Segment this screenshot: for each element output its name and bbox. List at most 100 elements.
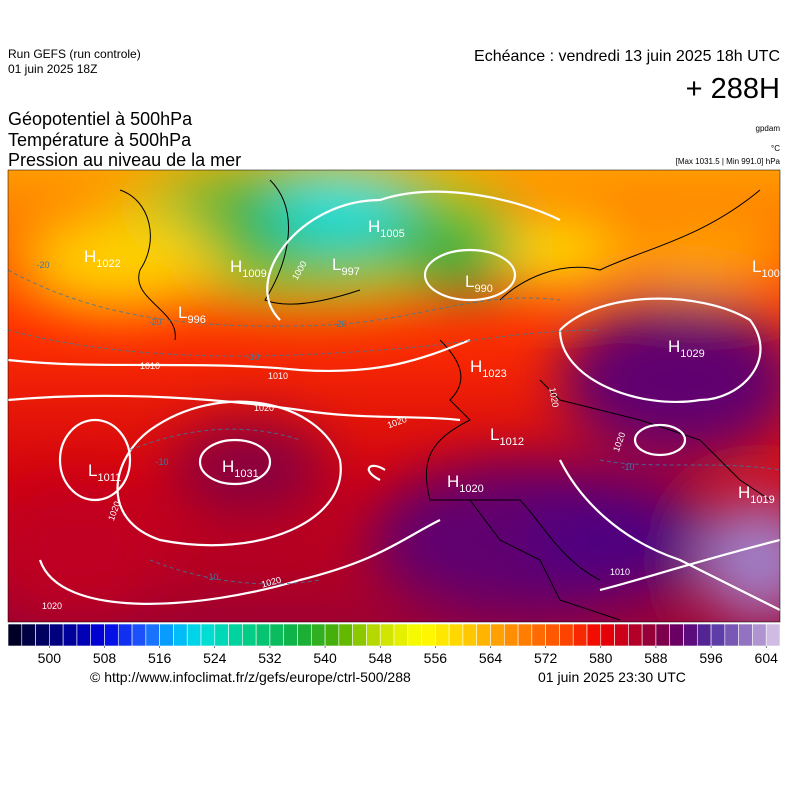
color-swatch — [503, 623, 519, 647]
temperature-label: -10 — [246, 352, 259, 362]
color-swatch — [21, 623, 36, 647]
color-swatch — [724, 623, 739, 647]
color-swatch — [200, 623, 216, 647]
color-swatch — [490, 623, 505, 647]
pressure-center: H1020 — [447, 472, 484, 495]
title-line: Géopotentiel à 500hPa — [8, 109, 193, 129]
color-swatch — [242, 623, 257, 647]
color-swatch — [186, 623, 202, 647]
color-swatch — [269, 623, 285, 647]
color-swatch — [407, 623, 422, 647]
color-swatch — [159, 623, 174, 647]
colorbar-tick-label: 508 — [93, 650, 117, 666]
center-kind: L — [752, 257, 761, 276]
isobar-label: 1010 — [268, 371, 288, 381]
run-label: Run GEFS (run controle) — [8, 47, 141, 61]
isobar-label: 1020 — [547, 387, 560, 408]
color-swatch — [696, 623, 712, 647]
pressure-centers: H1022 H1009 L997H1005L990L100L996H1029H102… — [84, 217, 780, 506]
center-kind: H — [738, 483, 750, 502]
center-value: 1019 — [750, 494, 774, 506]
color-swatch — [435, 623, 450, 647]
map-field: H1022 H1009 L997H1005L990L100L996H1029H102… — [8, 170, 780, 622]
color-swatch — [600, 623, 615, 647]
pressure-center: H1022 — [84, 247, 121, 270]
isobar-label: 1020 — [254, 403, 274, 413]
pressure-center: L990 — [465, 272, 493, 295]
colorbar-tick-label: 524 — [203, 650, 227, 666]
color-swatch — [476, 623, 491, 647]
center-kind: H — [222, 457, 234, 476]
color-swatch — [145, 623, 160, 647]
colorbar-tick-label: 580 — [589, 650, 613, 666]
color-swatch — [641, 623, 657, 647]
isotherms — [8, 269, 780, 585]
color-swatch — [310, 623, 326, 647]
color-swatch — [76, 623, 92, 647]
temperature-label: -10 — [155, 457, 168, 467]
map-frame — [7, 169, 781, 623]
color-swatch — [545, 623, 560, 647]
color-swatch — [614, 623, 629, 647]
center-value: 100 — [761, 268, 779, 280]
color-swatch — [752, 623, 767, 647]
center-value: 1011 — [97, 472, 121, 484]
unit-label: [Max 1031.5 | Min 991.0] hPa — [676, 157, 781, 166]
colorbar-tick-label: 540 — [313, 650, 337, 666]
color-swatch — [228, 623, 243, 647]
colorbar: 500 508 516 524 532 540 548 556 564 572 580 588 596 6… — [7, 623, 781, 666]
pressure-center: L1012 — [490, 425, 524, 448]
isobar-label: 1010 — [140, 361, 160, 371]
color-swatch — [324, 623, 340, 647]
color-swatch — [173, 623, 188, 647]
pressure-center: L997 — [332, 255, 360, 278]
temperature-label: -20 — [148, 317, 161, 327]
unit-label: °C — [771, 144, 780, 153]
center-value: 1012 — [499, 436, 523, 448]
color-swatch — [49, 623, 64, 647]
center-kind: H — [230, 257, 242, 276]
unit-label: gpdam — [756, 124, 781, 133]
color-swatch — [572, 623, 588, 647]
color-swatch — [104, 623, 119, 647]
pressure-center: H1029 — [668, 337, 705, 360]
center-value: 990 — [474, 283, 492, 295]
title-line: Température à 500hPa — [8, 130, 192, 150]
colorbar-tick-label: 500 — [38, 650, 62, 666]
colorbar-tick-label: 516 — [148, 650, 172, 666]
center-value: 1009 — [242, 268, 266, 280]
valid-time: Echéance : vendredi 13 juin 2025 18h UTC — [474, 48, 780, 65]
isobar-label: 1020 — [42, 601, 62, 611]
center-kind: L — [88, 461, 97, 480]
center-value: 1022 — [96, 258, 120, 270]
temperature-label: -10 — [205, 572, 218, 582]
center-value: 1029 — [680, 348, 704, 360]
pressure-center: L100 — [752, 257, 780, 280]
color-swatch — [117, 623, 133, 647]
coastlines — [119, 179, 771, 621]
color-swatch — [35, 623, 50, 647]
color-swatch — [462, 623, 478, 647]
color-swatch — [559, 623, 574, 647]
center-kind: L — [332, 255, 341, 274]
center-kind: L — [465, 272, 474, 291]
center-value: 1031 — [234, 468, 258, 480]
color-swatch — [655, 623, 671, 647]
color-swatch — [517, 623, 533, 647]
color-swatch — [393, 623, 409, 647]
pressure-center: H1005 — [368, 217, 405, 240]
color-swatch — [255, 623, 271, 647]
run-date: 01 juin 2025 18Z — [8, 62, 97, 76]
center-value: 996 — [187, 314, 205, 326]
color-swatch — [421, 623, 436, 647]
temperature-label: -20 — [333, 319, 346, 329]
pressure-center: H1023 — [470, 357, 507, 380]
pressure-center: H1031 — [222, 457, 259, 480]
colorbar-tick-label: 532 — [258, 650, 282, 666]
color-swatch — [710, 623, 726, 647]
colorbar-tick-label: 572 — [534, 650, 558, 666]
issued-time: 01 juin 2025 23:30 UTC — [538, 669, 686, 685]
pressure-center: L996 — [178, 303, 206, 326]
title-line: Pression au niveau de la mer — [8, 150, 241, 170]
pressure-center: H1019 — [738, 483, 775, 506]
